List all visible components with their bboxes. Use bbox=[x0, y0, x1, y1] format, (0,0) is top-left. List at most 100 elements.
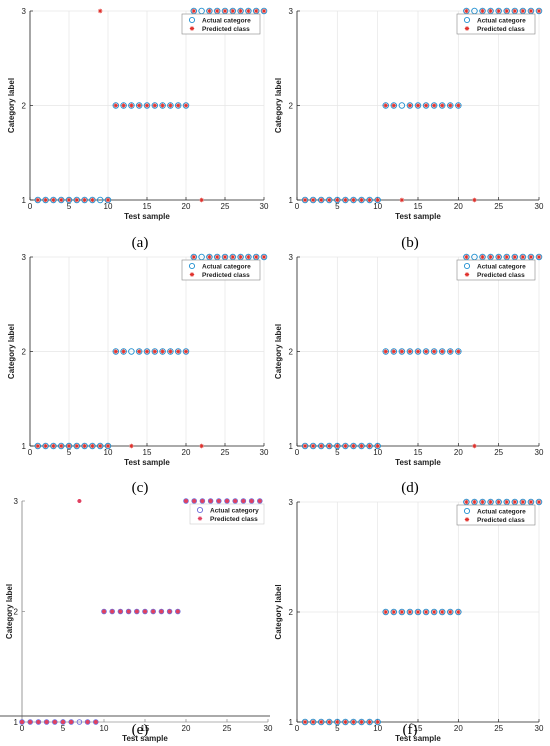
predicted-point bbox=[230, 254, 235, 260]
predicted-point bbox=[61, 720, 65, 724]
predicted-point bbox=[215, 8, 220, 14]
actual-point bbox=[182, 102, 190, 109]
predicted-point bbox=[246, 254, 251, 260]
x-axis-label: Test sample bbox=[395, 458, 441, 467]
actual-point bbox=[406, 348, 414, 355]
legend-predicted-label: Predicted class bbox=[210, 516, 258, 523]
actual-point bbox=[382, 102, 389, 109]
x-tick-label: 25 bbox=[494, 202, 503, 211]
y-tick-label: 2 bbox=[14, 608, 19, 617]
predicted-point bbox=[168, 103, 173, 108]
predicted-point bbox=[176, 103, 181, 108]
predicted-point bbox=[431, 349, 437, 354]
actual-point bbox=[455, 102, 462, 109]
x-axis-label: Test sample bbox=[124, 458, 170, 467]
actual-point bbox=[81, 442, 88, 450]
x-tick-label: 0 bbox=[28, 448, 33, 457]
predicted-point bbox=[448, 103, 453, 108]
predicted-point bbox=[176, 349, 181, 354]
actual-point bbox=[207, 498, 214, 504]
predicted-point bbox=[254, 254, 259, 260]
predicted-point bbox=[343, 197, 348, 203]
predicted-point bbox=[249, 499, 254, 503]
actual-point bbox=[19, 719, 25, 725]
legend-actual-marker bbox=[196, 506, 204, 514]
actual-point bbox=[350, 718, 357, 726]
predicted-point bbox=[327, 197, 332, 203]
actual-point bbox=[430, 348, 438, 355]
predicted-point bbox=[367, 197, 372, 203]
actual-point bbox=[455, 608, 462, 616]
x-tick-label: 30 bbox=[535, 448, 544, 457]
predicted-point bbox=[93, 720, 98, 724]
predicted-point bbox=[35, 443, 40, 449]
predicted-point bbox=[191, 254, 196, 260]
predicted-point bbox=[207, 8, 212, 14]
predicted-point bbox=[415, 609, 421, 615]
x-axis-label: Test sample bbox=[124, 212, 170, 221]
actual-point bbox=[240, 498, 247, 504]
actual-point bbox=[52, 719, 58, 725]
x-tick-label: 5 bbox=[67, 448, 72, 457]
actual-point bbox=[150, 608, 156, 615]
actual-point bbox=[342, 718, 349, 726]
predicted-point bbox=[399, 349, 405, 354]
x-tick-label: 10 bbox=[373, 724, 382, 733]
actual-point bbox=[120, 348, 127, 355]
actual-point bbox=[73, 442, 81, 450]
actual-point bbox=[35, 719, 42, 725]
predicted-point bbox=[98, 8, 103, 14]
predicted-point bbox=[415, 103, 421, 108]
actual-point bbox=[183, 498, 189, 504]
legend-actual-marker bbox=[188, 262, 196, 270]
legend-actual-label: Actual categore bbox=[477, 508, 526, 515]
predicted-point bbox=[343, 443, 348, 449]
actual-point bbox=[104, 196, 112, 204]
actual-point bbox=[143, 102, 151, 109]
actual-point bbox=[414, 102, 422, 109]
predicted-point bbox=[175, 609, 180, 614]
predicted-point bbox=[98, 443, 103, 449]
predicted-point bbox=[69, 720, 74, 724]
actual-point bbox=[535, 7, 543, 15]
actual-point bbox=[27, 719, 33, 725]
predicted-point bbox=[536, 499, 542, 505]
predicted-point bbox=[464, 499, 469, 505]
predicted-point bbox=[335, 443, 340, 449]
y-tick-label: 1 bbox=[14, 718, 19, 727]
predicted-point bbox=[351, 443, 356, 449]
actual-point bbox=[166, 608, 173, 615]
actual-point bbox=[406, 102, 414, 109]
actual-point bbox=[430, 608, 438, 616]
panel-c: 0 5 10 15 20 25 30 1 2 3 Test sample Category label… bbox=[7, 253, 269, 496]
actual-point bbox=[167, 102, 174, 109]
actual-point bbox=[342, 196, 349, 204]
predicted-point bbox=[121, 349, 126, 354]
actual-point bbox=[301, 196, 309, 204]
predicted-point bbox=[302, 443, 308, 449]
x-tick-label: 25 bbox=[223, 724, 232, 733]
y-tick-label: 1 bbox=[22, 442, 27, 451]
x-axis-label: Test sample bbox=[395, 212, 441, 221]
predicted-point bbox=[528, 499, 534, 505]
predicted-point bbox=[440, 103, 445, 108]
x-tick-label: 15 bbox=[141, 724, 150, 733]
predicted-point bbox=[512, 8, 517, 14]
legend-actual-label: Actual categore bbox=[477, 263, 526, 270]
panel-a: 0 5 10 15 20 25 30 1 2 3 Test sample Category label… bbox=[7, 7, 269, 251]
y-tick-label: 1 bbox=[289, 718, 294, 727]
predicted-point bbox=[82, 443, 87, 449]
legend-predicted-marker bbox=[464, 517, 470, 522]
predicted-point bbox=[383, 103, 388, 108]
actual-point bbox=[334, 442, 341, 450]
x-tick-label: 15 bbox=[143, 448, 152, 457]
predicted-point bbox=[383, 349, 388, 354]
actual-point bbox=[358, 718, 365, 726]
actual-point bbox=[342, 442, 349, 450]
actual-point bbox=[60, 719, 66, 725]
actual-point bbox=[43, 719, 50, 725]
predicted-point bbox=[121, 103, 126, 108]
actual-point bbox=[414, 608, 422, 616]
predicted-point bbox=[310, 197, 316, 203]
